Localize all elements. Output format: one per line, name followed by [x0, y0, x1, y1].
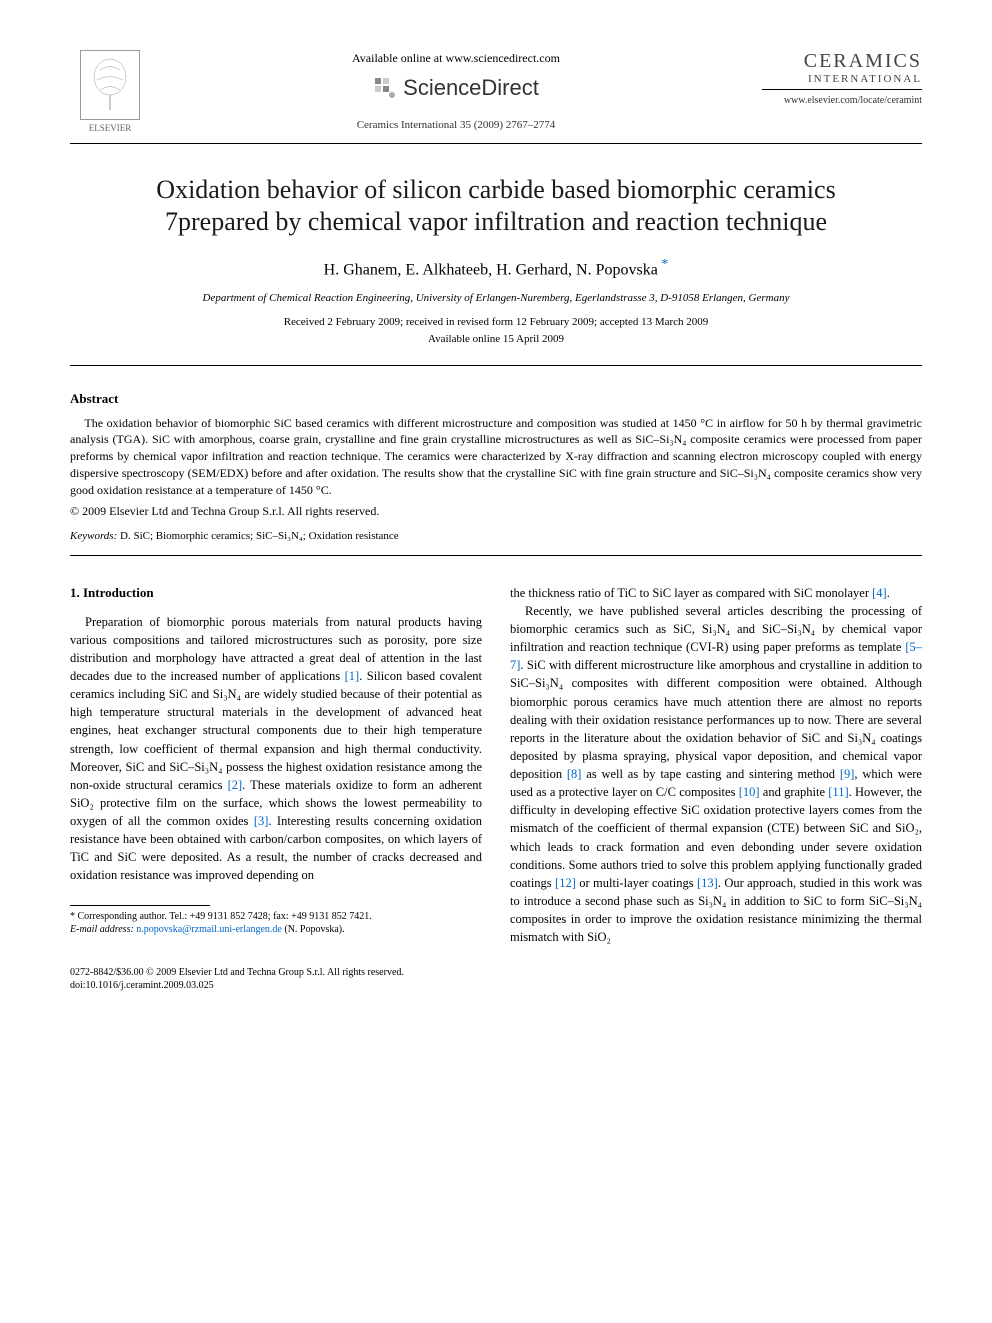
ref-link-1[interactable]: [1] — [345, 669, 360, 683]
header-rule — [70, 143, 922, 144]
intro-text-2b: . — [887, 586, 890, 600]
header-row: ELSEVIER Available online at www.science… — [70, 50, 922, 135]
journal-url: www.elsevier.com/locate/ceramint — [762, 94, 922, 108]
ref-link-12[interactable]: [12] — [555, 876, 576, 890]
intro-heading: 1. Introduction — [70, 584, 482, 603]
elsevier-label: ELSEVIER — [70, 122, 150, 135]
journal-title-box: CERAMICS INTERNATIONAL www.elsevier.com/… — [762, 50, 922, 108]
corresponding-asterisk: * — [658, 257, 669, 272]
intro-para-1: Preparation of biomorphic porous materia… — [70, 613, 482, 885]
intro-col2-p2: Recently, we have published several arti… — [510, 602, 922, 946]
intro-text-2i: or multi-layer coatings — [576, 876, 697, 890]
keywords-label: Keywords: — [70, 530, 117, 542]
intro-col2-p1: the thickness ratio of TiC to SiC layer … — [510, 584, 922, 602]
intro-text-2h: . However, the difficulty in developing … — [510, 785, 922, 890]
abstract-block: Abstract The oxidation behavior of biomo… — [70, 390, 922, 544]
elsevier-logo: ELSEVIER — [70, 50, 150, 135]
sciencedirect-icon — [373, 76, 397, 100]
available-online-text: Available online at www.sciencedirect.co… — [150, 50, 762, 67]
ref-link-9[interactable]: [9] — [840, 767, 855, 781]
article-title: Oxidation behavior of silicon carbide ba… — [110, 174, 882, 239]
journal-title: CERAMICS — [762, 50, 922, 72]
ref-link-4[interactable]: [4] — [872, 586, 887, 600]
footnote-email-name: (N. Popovska). — [284, 924, 344, 935]
intro-text-2d: . SiC with different microstructure like… — [510, 658, 922, 781]
body-columns: 1. Introduction Preparation of biomorphi… — [70, 584, 922, 947]
footer-line1: 0272-8842/$36.00 © 2009 Elsevier Ltd and… — [70, 966, 922, 979]
journal-ref: Ceramics International 35 (2009) 2767–27… — [150, 118, 762, 133]
column-left: 1. Introduction Preparation of biomorphi… — [70, 584, 482, 947]
footnote-email[interactable]: n.popovska@rzmail.uni-erlangen.de — [136, 924, 282, 935]
footnote-rule — [70, 905, 210, 906]
journal-rule — [762, 89, 922, 90]
abstract-heading: Abstract — [70, 390, 922, 408]
abstract-copyright: © 2009 Elsevier Ltd and Techna Group S.r… — [70, 503, 922, 520]
intro-text-1b: . Silicon based covalent ceramics includ… — [70, 669, 482, 792]
sciencedirect-text: ScienceDirect — [403, 73, 539, 104]
sciencedirect-logo: ScienceDirect — [150, 73, 762, 104]
ref-link-11[interactable]: [11] — [828, 785, 848, 799]
column-right: the thickness ratio of TiC to SiC layer … — [510, 584, 922, 947]
ref-link-3[interactable]: [3] — [254, 814, 269, 828]
keywords-text: D. SiC; Biomorphic ceramics; SiC–Si₃N₄; … — [120, 530, 399, 542]
ref-link-2[interactable]: [2] — [228, 778, 243, 792]
footer-bar: 0272-8842/$36.00 © 2009 Elsevier Ltd and… — [70, 966, 922, 992]
footer-doi: doi:10.1016/j.ceramint.2009.03.025 — [70, 979, 922, 992]
center-header: Available online at www.sciencedirect.co… — [150, 50, 762, 133]
intro-text-2c: Recently, we have published several arti… — [510, 604, 922, 654]
abstract-bottom-rule — [70, 555, 922, 556]
elsevier-tree-icon — [80, 50, 140, 120]
available-date: Available online 15 April 2009 — [70, 332, 922, 347]
intro-text-2g: and graphite — [760, 785, 829, 799]
affiliation: Department of Chemical Reaction Engineer… — [70, 291, 922, 306]
intro-text-2e: as well as by tape casting and sintering… — [581, 767, 839, 781]
authors: H. Ghanem, E. Alkhateeb, H. Gerhard, N. … — [70, 255, 922, 282]
ref-link-13[interactable]: [13] — [697, 876, 718, 890]
footnote-email-label: E-mail address: — [70, 924, 134, 935]
footnote-corr: * Corresponding author. Tel.: +49 9131 8… — [70, 910, 482, 923]
ref-link-8[interactable]: [8] — [567, 767, 582, 781]
journal-subtitle: INTERNATIONAL — [762, 72, 922, 87]
intro-text-2a: the thickness ratio of TiC to SiC layer … — [510, 586, 872, 600]
corresponding-footnote: * Corresponding author. Tel.: +49 9131 8… — [70, 910, 482, 936]
received-dates: Received 2 February 2009; received in re… — [70, 315, 922, 330]
abstract-text: The oxidation behavior of biomorphic SiC… — [70, 415, 922, 499]
authors-text: H. Ghanem, E. Alkhateeb, H. Gerhard, N. … — [324, 261, 658, 278]
abstract-top-rule — [70, 365, 922, 366]
keywords: Keywords: D. SiC; Biomorphic ceramics; S… — [70, 529, 922, 544]
footnote-email-line: E-mail address: n.popovska@rzmail.uni-er… — [70, 923, 482, 936]
ref-link-10[interactable]: [10] — [739, 785, 760, 799]
